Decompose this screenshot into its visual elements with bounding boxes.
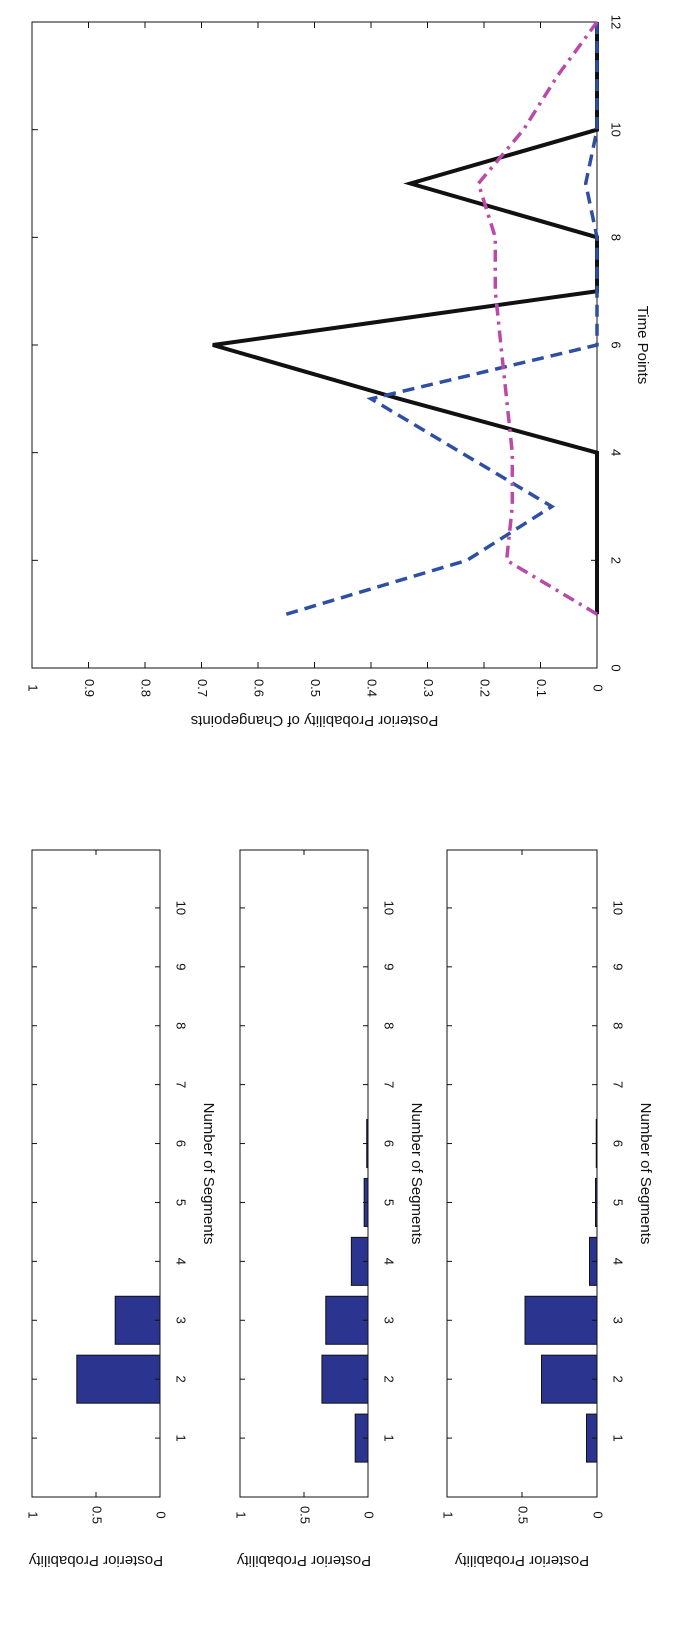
category-tick-label: 4 (382, 1258, 397, 1265)
value-tick-label: 0.5 (298, 1506, 313, 1524)
line-y-axis-label: Posterior Probability of Changepoints (191, 712, 439, 729)
category-tick-label: 6 (382, 1140, 397, 1147)
series-line-solid (212, 22, 599, 615)
category-tick-label: 8 (611, 1022, 626, 1029)
probability-tick-label: 0.6 (252, 679, 267, 697)
category-tick-label: 6 (174, 1140, 189, 1147)
category-tick-label: 3 (174, 1317, 189, 1324)
bar-3 (114, 1295, 161, 1345)
value-tick-label: 1 (26, 1511, 41, 1518)
category-tick-label: 5 (382, 1199, 397, 1206)
probability-tick-label: 1 (26, 684, 41, 691)
value-tick-label: 1 (441, 1511, 456, 1518)
bar-2 (76, 1354, 161, 1404)
bar-x-axis-label: Number of Segments (408, 1103, 425, 1245)
category-tick-label: 7 (382, 1081, 397, 1088)
bar-x-axis-label: Number of Segments (200, 1103, 217, 1245)
time-tick-label: 6 (609, 341, 624, 348)
category-tick-label: 9 (611, 963, 626, 970)
category-tick-label: 10 (382, 901, 397, 915)
bar-2 (321, 1354, 369, 1404)
category-tick-label: 2 (611, 1376, 626, 1383)
category-tick-label: 3 (382, 1317, 397, 1324)
category-tick-label: 7 (611, 1081, 626, 1088)
bar-2 (541, 1354, 598, 1404)
value-tick-label: 0.5 (516, 1506, 531, 1524)
category-tick-label: 1 (174, 1434, 189, 1441)
category-tick-label: 1 (611, 1434, 626, 1441)
probability-tick-label: 0 (591, 684, 606, 691)
category-tick-label: 8 (174, 1022, 189, 1029)
probability-tick-label: 0.4 (365, 679, 380, 697)
probability-tick-label: 0.2 (478, 679, 493, 697)
category-tick-label: 9 (174, 963, 189, 970)
time-tick-label: 0 (609, 664, 624, 671)
category-tick-label: 3 (611, 1317, 626, 1324)
value-tick-label: 0 (591, 1511, 606, 1518)
series-line-dashdot (476, 20, 599, 616)
category-tick-label: 5 (174, 1199, 189, 1206)
category-tick-label: 10 (174, 901, 189, 915)
bar-panel-2: 1 2 3 4 5 6 7 8 9 10 0 0.5 1 Number of Segments Poster… (234, 849, 425, 1569)
probability-tick-label: 0.9 (82, 679, 97, 697)
category-tick-label: 2 (174, 1376, 189, 1383)
time-tick-label: 10 (609, 122, 624, 136)
probability-tick-label: 0.1 (534, 679, 549, 697)
bar-y-axis-label: Posterior Probability (236, 1552, 371, 1569)
bar-panel-1: 1 2 3 4 5 6 7 8 9 10 0 0.5 1 Number of Segments Poster… (26, 849, 217, 1569)
value-tick-label: 0 (154, 1511, 169, 1518)
time-tick-label: 8 (609, 234, 624, 241)
bar-x-axis-label: Number of Segments (637, 1103, 654, 1245)
bar-3 (325, 1295, 369, 1345)
category-tick-label: 4 (174, 1258, 189, 1265)
bar-y-axis-label: Posterior Probability (454, 1552, 589, 1569)
line-x-axis-label: Time Points (634, 306, 651, 385)
bar-panel-3: 1 2 3 4 5 6 7 8 9 10 0 0.5 1 Number of Segments Poster… (441, 849, 654, 1569)
value-tick-label: 1 (234, 1511, 249, 1518)
probability-tick-label: 0.5 (308, 679, 323, 697)
category-tick-label: 2 (382, 1376, 397, 1383)
line-panel-frame (31, 21, 598, 669)
category-tick-label: 6 (611, 1140, 626, 1147)
value-tick-label: 0 (362, 1511, 377, 1518)
time-tick-label: 2 (609, 557, 624, 564)
category-tick-label: 4 (611, 1258, 626, 1265)
category-tick-label: 7 (174, 1081, 189, 1088)
category-tick-label: 1 (382, 1434, 397, 1441)
changepoint-line-chart: 0 2 4 6 8 10 12 0 0.1 0.2 0.3 0.4 0.5 0.6 0.7 0.8 0.9 1 Ti… (26, 15, 651, 729)
series-line-dashed (285, 22, 599, 616)
probability-tick-label: 0.8 (139, 679, 154, 697)
bar-3 (524, 1295, 598, 1345)
category-tick-label: 5 (611, 1199, 626, 1206)
category-tick-label: 9 (382, 963, 397, 970)
time-tick-label: 12 (609, 15, 624, 29)
bar-y-axis-label: Posterior Probability (28, 1552, 163, 1569)
probability-tick-label: 0.3 (421, 679, 436, 697)
probability-tick-label: 0.7 (195, 679, 210, 697)
category-tick-label: 10 (611, 901, 626, 915)
time-tick-label: 4 (609, 449, 624, 456)
value-tick-label: 0.5 (90, 1506, 105, 1524)
category-tick-label: 8 (382, 1022, 397, 1029)
